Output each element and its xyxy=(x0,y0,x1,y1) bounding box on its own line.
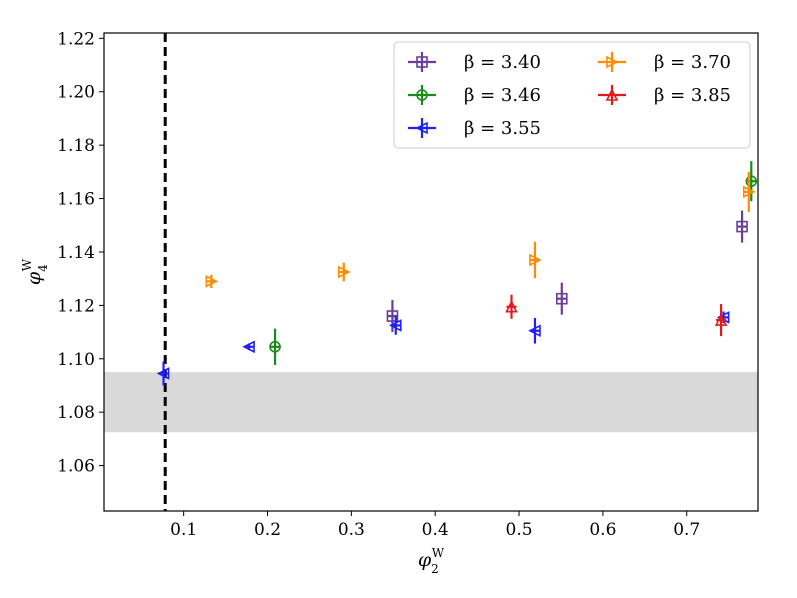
data-point-marker xyxy=(269,340,281,353)
y-tick-label: 1.12 xyxy=(57,296,95,316)
axis-ticks-layer: 0.1 0.2 0.3 0.4 0.5 0.6 0.7 1.06 1.08 1.10 1.12 1.1… xyxy=(57,29,700,540)
plot-frame xyxy=(103,32,759,512)
data-point xyxy=(742,171,756,212)
x-tick-label: 0.6 xyxy=(589,520,616,540)
data-point-marker xyxy=(205,275,219,288)
y-tick-label: 1.10 xyxy=(57,350,95,370)
data-point-marker xyxy=(156,367,170,380)
series-group xyxy=(505,294,728,337)
data-point-marker xyxy=(416,89,428,101)
series-group xyxy=(386,210,748,333)
data-point-marker xyxy=(606,55,619,69)
legend-label: β = 3.55 xyxy=(464,118,541,139)
x-tick-label: 0.5 xyxy=(506,520,533,540)
data-point-marker xyxy=(736,220,748,233)
data-point xyxy=(388,316,402,335)
legend-item: β = 3.40 xyxy=(408,52,541,73)
legend-item: β = 3.46 xyxy=(408,85,541,106)
reference-band xyxy=(104,372,758,433)
y-tick-label: 1.22 xyxy=(57,29,95,49)
data-point xyxy=(714,304,728,337)
legend-item: β = 3.85 xyxy=(598,85,731,106)
data-point xyxy=(156,361,170,386)
legend-item: β = 3.55 xyxy=(408,118,541,139)
data-point-marker xyxy=(529,253,542,267)
data-point-marker xyxy=(415,121,428,135)
data-point xyxy=(205,274,219,289)
data-point xyxy=(528,317,541,344)
data-point xyxy=(736,210,748,243)
data-point xyxy=(337,262,351,282)
y-tick-label: 1.08 xyxy=(57,403,95,423)
y-tick-label: 1.06 xyxy=(57,457,95,477)
legend: β = 3.40 β = 3.46 β = 3.55 β = 3.70 β = 3.85 xyxy=(393,41,751,149)
legend-label: β = 3.70 xyxy=(654,52,731,73)
data-point xyxy=(242,340,255,354)
data-point xyxy=(529,241,542,279)
data-point-marker xyxy=(528,324,541,338)
y-tick-label: 1.20 xyxy=(57,83,95,103)
series-group xyxy=(205,171,756,289)
y-tick-label: 1.18 xyxy=(57,136,95,156)
x-axis-label: φ2W xyxy=(418,546,445,576)
x-tick-label: 0.7 xyxy=(673,520,700,540)
data-point-marker xyxy=(416,56,428,68)
legend-label: β = 3.46 xyxy=(464,85,541,106)
x-tick-label: 0.3 xyxy=(338,520,365,540)
data-point-marker xyxy=(337,265,351,279)
y-tick-label: 1.16 xyxy=(57,190,95,210)
data-point-marker xyxy=(386,310,399,322)
series-group xyxy=(269,161,758,365)
legend-box xyxy=(393,41,751,149)
data-point-marker xyxy=(388,319,402,332)
data-point-marker xyxy=(742,185,756,199)
x-tick-label: 0.2 xyxy=(254,520,281,540)
data-points-layer xyxy=(156,161,758,386)
data-point xyxy=(555,282,568,315)
data-point-marker xyxy=(242,340,255,354)
legend-item: β = 3.70 xyxy=(598,52,731,73)
data-point xyxy=(269,328,281,365)
data-point xyxy=(505,294,518,319)
data-point-marker xyxy=(745,175,758,188)
y-axis-label: φ4W xyxy=(20,258,50,285)
data-point-marker xyxy=(605,88,619,101)
data-point-marker xyxy=(555,292,568,305)
x-tick-label: 0.4 xyxy=(422,520,449,540)
legend-label: β = 3.85 xyxy=(654,85,731,106)
data-point-marker xyxy=(714,313,728,326)
y-tick-label: 1.14 xyxy=(57,243,95,263)
legend-label: β = 3.40 xyxy=(464,52,541,73)
data-point-marker xyxy=(505,299,518,313)
x-tick-label: 0.1 xyxy=(170,520,197,540)
reference-band-layer xyxy=(104,372,758,433)
